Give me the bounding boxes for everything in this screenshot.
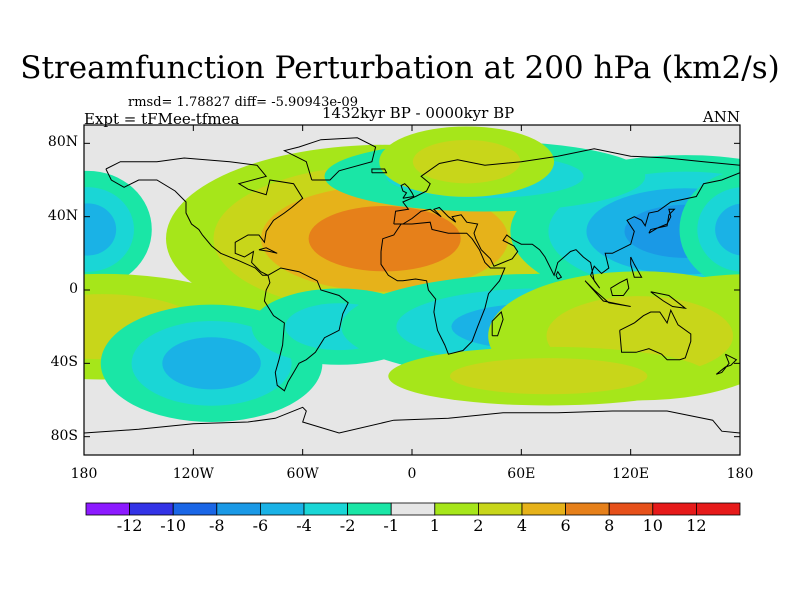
colorbar-label: -12 [116,516,143,535]
field-north-africa-high-3 [308,206,461,272]
coastline-cuba [258,247,278,254]
axis-ticks [83,125,741,455]
period-label: 1432kyr BP - 0000kyr BP [322,104,515,122]
colorbar-label: 10 [642,516,663,535]
colorbar-label: -2 [339,516,356,535]
lat-tick-label: 0 [69,281,78,297]
field-north-pacific-low-2 [84,203,117,256]
coastline-iceland [371,168,388,174]
lat-tick-label: 40S [50,354,78,371]
colorbar-label: 6 [560,516,571,535]
coastline-borneo [610,278,630,296]
colorbar-label: -1 [383,516,399,535]
colorbar-swatch [216,502,261,516]
colorbar-label: 4 [516,516,528,535]
season-label: ANN [702,108,740,126]
lon-tick-label: 180 [70,466,98,482]
coastline-north-america [105,157,304,276]
colorbar-label: -4 [296,516,312,535]
lon-tick-label: 0 [407,466,417,482]
lat-tick-label: 80S [50,427,78,444]
stats-text: rmsd= 1.78827 diff= -5.90943e-09 [128,95,358,110]
coastline-uk [400,183,415,199]
coastline-new-guinea [650,291,688,310]
colorbar-swatch [85,502,130,516]
colorbar-swatch [565,502,610,516]
coastline-japan [648,208,676,234]
coastline-sri-lanka [555,270,563,280]
coastline-eurasia [393,148,740,289]
colorbar-label: 2 [473,516,484,535]
coastline-africa [380,221,506,355]
coastlines [84,137,740,434]
lon-tick-label: 60W [286,466,319,482]
colorbar-swatch [390,502,436,516]
field-north-pacific-low-wrap-2 [715,203,740,256]
colorbar-swatch [129,502,174,516]
colorbar-swatch [434,502,479,516]
lon-tick-label: 180 [726,466,754,482]
colorbar-swatch [608,502,654,516]
colorbar-swatch [652,502,697,516]
colorbar-label: -8 [209,516,225,535]
colorbar-label: 1 [429,516,440,535]
lon-tick-label: 120E [612,466,650,482]
lat-tick-label: 40N [47,207,78,224]
colorbar-swatch [172,502,218,516]
lon-tick-label: 60E [507,466,536,482]
colorbar-swatch [696,502,741,516]
colorbar-label: 12 [686,516,707,535]
coastline-antarctica [84,406,740,434]
colorbar-swatch [477,502,523,516]
plot-title: Streamfunction Perturbation at 200 hPa (… [20,50,780,86]
coastline-australia [619,308,692,361]
experiment-label: Expt = tFMee-tfmea [84,110,240,128]
field-north-pacific-low-wrap-1 [697,187,740,272]
coastline-south-america [263,267,349,392]
colorbar-swatch [303,502,348,516]
colorbar [85,502,741,516]
colorbar-label: 8 [604,516,615,535]
coastline-philippines [630,256,643,278]
lon-tick-label: 120W [172,466,214,482]
coastline-greenland [282,137,377,181]
lat-tick-label: 80N [47,134,78,151]
coastline-madagascar [491,311,504,337]
coastline-indonesia [584,280,631,307]
colorbar-swatch [259,502,305,516]
colorbar-label: -6 [252,516,269,535]
field-southeast-pacific-low-2 [162,337,261,390]
colorbar-swatch [347,502,392,516]
field-southern-ocean-high-1 [449,358,648,395]
colorbar-swatch [521,502,566,516]
colorbar-label: -10 [160,516,187,535]
coastline-new-zealand [715,353,738,375]
